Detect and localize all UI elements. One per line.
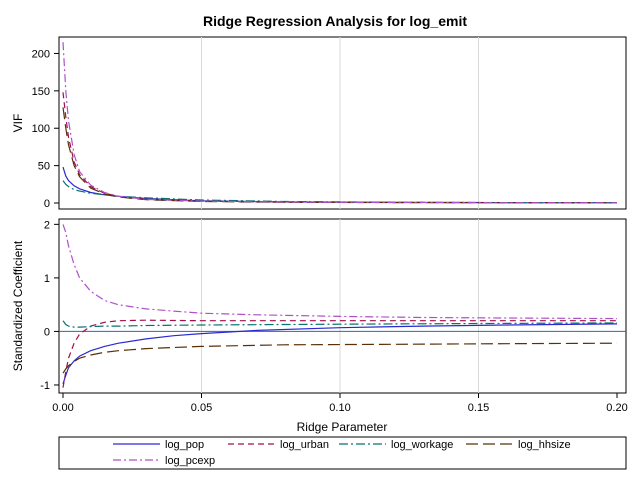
coefficient-series-log-hhsize [62,342,618,374]
legend-label-log-pop: log_pop [165,439,204,451]
legend-label-log-hhsize: log_hhsize [518,439,571,451]
x-axis-label: Ridge Parameter [297,420,388,434]
coefficient-panel-frame [58,218,627,394]
coefficient-series-log-urban [62,319,617,388]
chart-title: Ridge Regression Analysis for log_emit [203,13,467,29]
legend-label-log-urban: log_urban [280,439,329,451]
coefficient-y-axis-label: Standardized Coefficient [11,240,25,371]
vif-grid [201,37,479,209]
coefficient-series-log-pop [62,323,618,385]
x-tick-label: 0.20 [606,402,627,414]
coefficient-series-log-pcexp [62,224,618,320]
y-tick-label: 200 [32,48,50,60]
coefficient-panel: -1 0 1 2 0.00 0.05 0.10 0.15 0.20 Standardized … [11,218,628,434]
y-tick-label: 150 [32,86,50,98]
legend-label-log-workage: log_workage [391,439,453,451]
x-tick-label: 0.00 [52,402,73,414]
x-tick-label: 0.15 [468,402,489,414]
y-tick-label: -1 [40,380,50,392]
y-tick-label: 100 [32,123,50,135]
ridge-x-axis: 0.00 0.05 0.10 0.15 0.20 [52,393,628,414]
y-tick-label: 0 [44,198,50,210]
y-tick-label: 2 [44,219,50,231]
vif-y-axis: 0 50 100 150 200 [32,48,59,210]
coefficient-series-log-workage [62,320,618,328]
vif-series [62,42,618,204]
coefficient-grid [201,219,479,393]
legend-frame [58,436,627,470]
x-tick-label: 0.10 [329,402,350,414]
x-tick-label: 0.05 [191,402,212,414]
vif-y-axis-label: VIF [11,114,25,133]
vif-series-log-pcexp [62,42,618,204]
legend-label-log-pcexp: log_pcexp [165,455,215,467]
vif-panel: 0 50 100 150 200 VIF [11,36,627,210]
y-tick-label: 50 [38,161,50,173]
vif-panel-frame [58,36,627,210]
y-tick-label: 1 [44,273,50,285]
legend: log_pop log_urban log_workage log_hhsizelog… [58,436,627,470]
coefficient-y-axis: -1 0 1 2 [40,219,59,392]
coefficient-series [62,224,618,388]
y-tick-label: 0 [44,326,50,338]
